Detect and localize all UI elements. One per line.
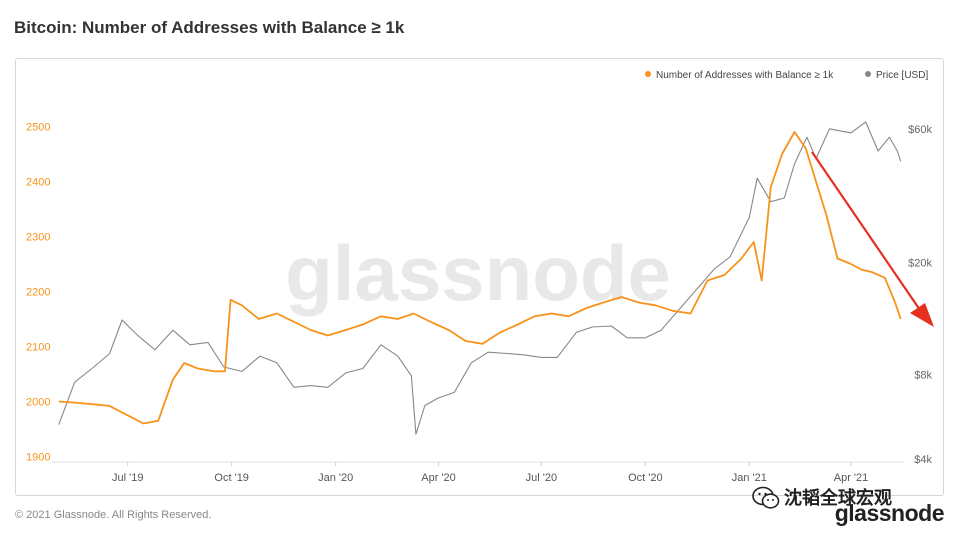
y-axis-right: $4k $8k $20k $60k [908, 124, 932, 466]
legend-marker [645, 71, 651, 77]
watermark: glassnode [285, 229, 671, 317]
x-axis: Jul '19 Oct '19 Jan '20 Apr '20 Jul '20 Oct '… [52, 461, 903, 484]
y-right-tick-label: $20k [908, 258, 932, 270]
chart-panel [15, 58, 944, 496]
y-left-tick-label: 2200 [26, 287, 50, 299]
x-tick-label: Apr '21 [834, 472, 869, 484]
series-layer [58, 121, 902, 435]
y-right-tick-label: $8k [914, 369, 932, 381]
x-tick-label: Apr '20 [421, 472, 456, 484]
legend-label: Price [USD] [876, 70, 928, 81]
y-axis-left: 1900 2000 2100 2200 2300 2400 2500 [26, 122, 50, 464]
trend-arrow-shaft [811, 151, 921, 311]
y-right-tick-label: $4k [914, 454, 932, 466]
x-tick-label: Jul '19 [112, 472, 143, 484]
brand-logo: glassnode [834, 500, 945, 526]
x-tick-label: Jul '20 [526, 472, 557, 484]
x-tick-label: Jan '21 [732, 472, 767, 484]
chart-title: Bitcoin: Number of Addresses with Balanc… [14, 18, 405, 37]
y-right-tick-label: $60k [908, 124, 932, 136]
annotation-layer [811, 151, 934, 327]
wechat-icon [752, 486, 780, 509]
y-left-tick-label: 2300 [26, 232, 50, 244]
y-left-tick-label: 2500 [26, 122, 50, 134]
y-left-tick-label: 2000 [26, 397, 50, 409]
series-line-price [58, 121, 902, 435]
trend-arrow-head [910, 303, 934, 327]
legend-label: Number of Addresses with Balance ≥ 1k [656, 70, 834, 81]
x-tick-label: Oct '20 [628, 472, 663, 484]
legend-marker [865, 71, 871, 77]
y-left-tick-label: 2400 [26, 177, 50, 189]
x-tick-label: Jan '20 [318, 472, 353, 484]
series-line-addresses [58, 131, 902, 425]
x-tick-label: Oct '19 [214, 472, 249, 484]
wechat-account-label: 沈韬全球宏观 [784, 488, 892, 509]
legend: Number of Addresses with Balance ≥ 1k Pri… [645, 70, 928, 81]
y-left-tick-label: 2100 [26, 342, 50, 354]
copyright-footer: © 2021 Glassnode. All Rights Reserved. [15, 509, 212, 521]
y-left-tick-label: 1900 [26, 452, 50, 464]
